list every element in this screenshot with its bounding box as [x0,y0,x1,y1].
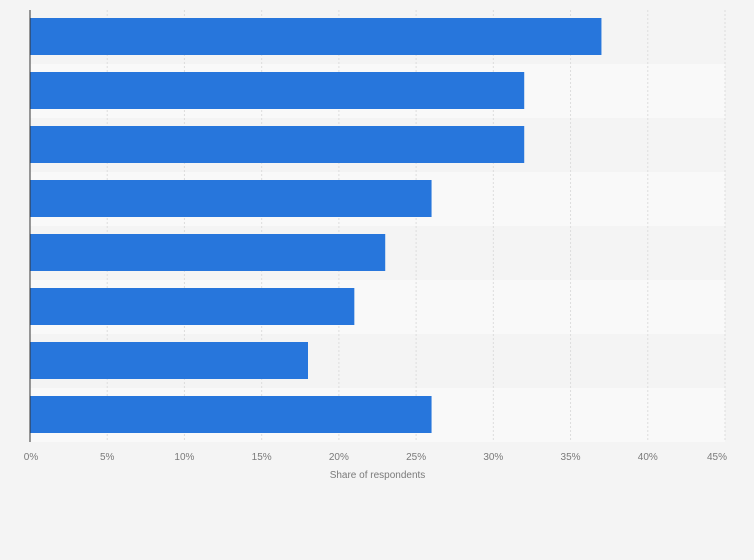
bar [30,342,308,379]
x-tick-label: 25% [406,452,426,463]
x-tick-label: 10% [174,452,194,463]
bar [30,126,525,163]
bar [30,18,602,55]
x-tick-label: 45% [707,452,727,463]
x-tick-label: 15% [252,452,272,463]
x-tick-label: 5% [100,452,115,463]
bar [30,180,432,217]
x-tick-label: 0% [24,452,39,463]
x-axis-title: Share of respondents [330,470,426,481]
x-tick-label: 30% [483,452,503,463]
bar [30,288,355,325]
bar [30,396,432,433]
bar [30,72,525,109]
x-tick-label: 40% [638,452,658,463]
bar [30,234,386,271]
x-axis-ticks: 0% 5% 10% 15% 20% 25% 30% 35% 40% 45% [24,452,727,463]
x-tick-label: 20% [329,452,349,463]
bars [30,18,602,433]
x-tick-label: 35% [561,452,581,463]
